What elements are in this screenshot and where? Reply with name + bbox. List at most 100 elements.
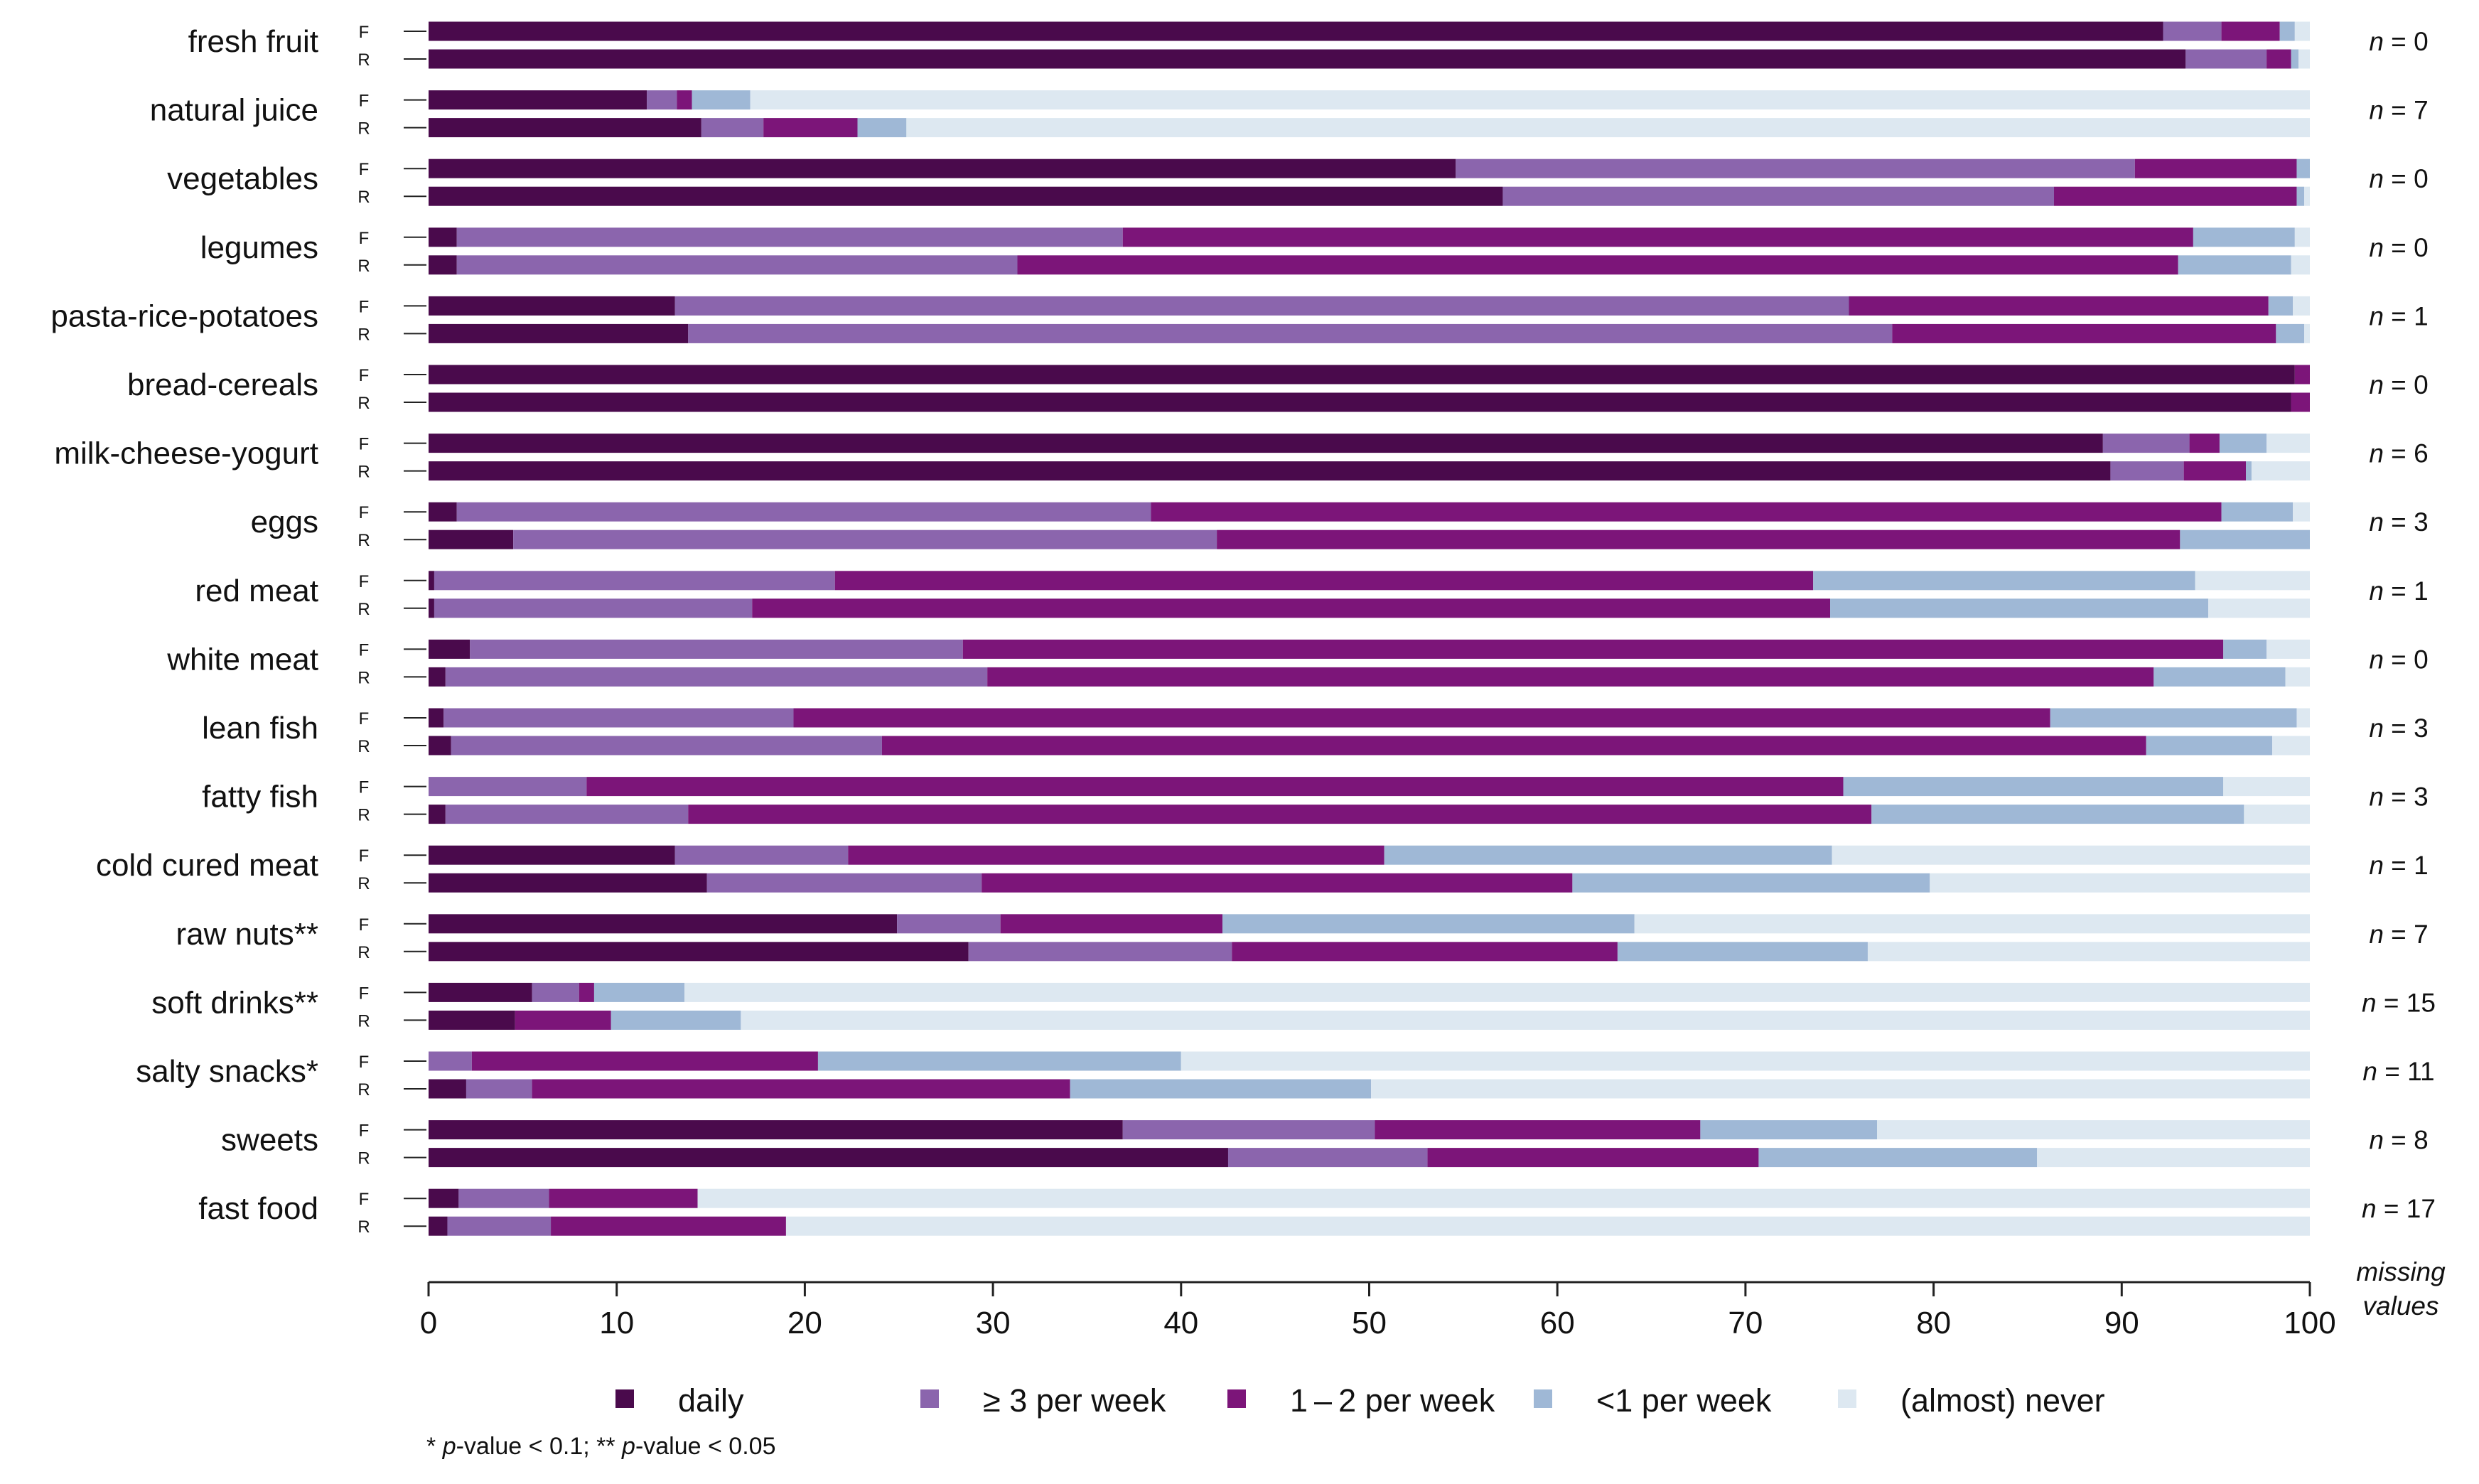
- bar-segment: [1456, 158, 2135, 178]
- bar-segment: [2110, 461, 2184, 481]
- bar-segment: [2223, 639, 2267, 659]
- bar-segment: [429, 21, 2163, 41]
- bar-segment: [2219, 434, 2267, 453]
- x-axis: 0 10 20 30 40 50 60 70 80 90 100: [420, 1281, 2336, 1340]
- missing-count: n = 3: [2369, 783, 2428, 812]
- bar-segment: [2185, 49, 2267, 69]
- missing-count: n = 0: [2369, 645, 2428, 674]
- bar-segment: [706, 873, 982, 893]
- bar-segment: [2266, 49, 2291, 69]
- bar-segment: [429, 598, 434, 618]
- bar-segment: [2266, 639, 2310, 659]
- bar-segment: [434, 598, 753, 618]
- group-label: F: [359, 435, 370, 454]
- group-label: F: [359, 1190, 370, 1209]
- bar-segment: [586, 777, 1844, 797]
- legend-label: <1 per week: [1596, 1382, 1772, 1419]
- category-label: natural juice: [150, 93, 318, 128]
- bar-segment: [2304, 323, 2310, 343]
- bar-segment: [429, 805, 446, 824]
- bar-segment: [2298, 49, 2310, 69]
- x-tick-label: 70: [1728, 1306, 1763, 1340]
- bar-segment: [445, 667, 988, 687]
- bar-segment: [470, 639, 963, 659]
- bar-segment: [785, 1216, 2310, 1236]
- bar-segment: [2291, 255, 2310, 275]
- group-label: F: [359, 640, 370, 660]
- group-label: F: [359, 297, 370, 316]
- bar-segment: [429, 502, 457, 522]
- group-label: F: [359, 92, 370, 111]
- bar-segment: [429, 1148, 1228, 1168]
- group-label: F: [359, 778, 370, 797]
- bar-segment: [2221, 502, 2294, 522]
- bar-segment: [1000, 914, 1223, 934]
- x-tick-label: 20: [787, 1306, 822, 1340]
- bar-segment: [579, 982, 594, 1002]
- bars-layer: [429, 21, 2311, 1236]
- bar-segment: [443, 708, 794, 728]
- bar-segment: [987, 667, 2154, 687]
- bar-segment: [2251, 461, 2310, 481]
- bar-segment: [1877, 1120, 2310, 1140]
- bar-segment: [2272, 736, 2310, 756]
- x-tick-label: 100: [2284, 1306, 2335, 1340]
- group-label: R: [357, 600, 370, 619]
- bar-segment: [429, 118, 701, 138]
- legend-label: (almost) never: [1900, 1382, 2105, 1419]
- bar-segment: [750, 90, 2310, 110]
- group-label: F: [359, 709, 370, 728]
- bar-segment: [2221, 21, 2280, 41]
- group-label: R: [357, 943, 370, 962]
- bar-segment: [1384, 845, 1832, 865]
- bar-segment: [1871, 805, 2244, 824]
- bar-segment: [2146, 736, 2273, 756]
- bar-segment: [647, 90, 677, 110]
- bar-segment: [429, 323, 689, 343]
- legend-swatch: [1227, 1389, 1246, 1408]
- group-label: R: [357, 1080, 370, 1099]
- bar-segment: [429, 392, 2291, 412]
- category-label: milk-cheese-yogurt: [54, 436, 318, 471]
- bar-segment: [458, 1188, 549, 1208]
- group-label: R: [357, 188, 370, 207]
- bar-segment: [1151, 502, 2222, 522]
- bar-segment: [2293, 502, 2310, 522]
- bar-segment: [1217, 529, 2180, 549]
- bar-segment: [429, 571, 434, 591]
- bar-segment: [429, 1188, 459, 1208]
- bar-segment: [429, 49, 2186, 69]
- bar-segment: [2037, 1148, 2310, 1168]
- bar-segment: [848, 845, 1384, 865]
- group-label: F: [359, 984, 370, 1003]
- bar-segment: [688, 805, 1872, 824]
- missing-count: n = 1: [2369, 851, 2428, 880]
- missing-count: n = 3: [2369, 507, 2428, 537]
- group-label: R: [357, 874, 370, 893]
- bar-segment: [1181, 1051, 2310, 1071]
- bar-segment: [1832, 845, 2310, 865]
- group-label: R: [357, 119, 370, 139]
- bar-segment: [2293, 296, 2310, 316]
- bar-segment: [1758, 1148, 2038, 1168]
- missing-count: n = 6: [2369, 439, 2428, 468]
- missing-count: n = 3: [2369, 714, 2428, 743]
- bar-segment: [2208, 598, 2310, 618]
- bar-segment: [429, 1079, 466, 1099]
- missing-count: n = 0: [2369, 164, 2428, 193]
- bar-segment: [2304, 186, 2310, 206]
- bar-segment: [793, 708, 2050, 728]
- group-label: F: [359, 366, 370, 385]
- bar-segment: [429, 708, 444, 728]
- bar-segment: [2054, 186, 2297, 206]
- bar-segment: [674, 296, 1849, 316]
- group-label: F: [359, 846, 370, 866]
- bar-segment: [1892, 323, 2276, 343]
- legend-swatch: [920, 1389, 939, 1408]
- group-label: R: [357, 1011, 370, 1031]
- missing-value-labels: n = 0 n = 7 n = 0 n = 0 n = 1 n = 0 n = 6 n = 3…: [2356, 27, 2446, 1321]
- category-label: red meat: [195, 574, 318, 608]
- category-label: raw nuts**: [176, 917, 318, 952]
- bar-segment: [429, 1216, 448, 1236]
- bar-segment: [429, 667, 446, 687]
